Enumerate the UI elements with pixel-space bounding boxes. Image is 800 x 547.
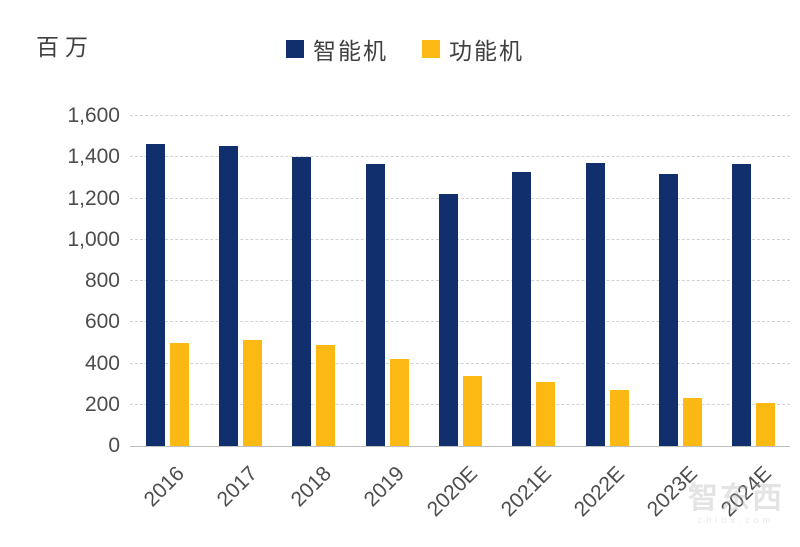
legend-item-智能机: 智能机	[286, 32, 388, 66]
bar-功能机-2016	[169, 342, 189, 446]
bar-group-2019	[350, 116, 423, 446]
y-tick-800: 800	[84, 269, 120, 292]
y-tick-1,600: 1,600	[67, 104, 120, 127]
bar-功能机-2017	[242, 339, 262, 446]
bar-智能机-2017	[218, 145, 238, 446]
gridline-1000	[130, 238, 790, 240]
bar-智能机-2024E	[732, 164, 752, 446]
plot-area	[130, 115, 790, 447]
y-tick-1,000: 1,000	[67, 227, 120, 251]
x-tick-2022E: 2022E	[569, 462, 629, 522]
legend-label: 功能机	[449, 38, 524, 64]
bar-group-2024E	[717, 116, 790, 446]
gridline-400	[130, 362, 790, 364]
bar-功能机-2020E	[462, 375, 482, 446]
y-axis-unit-label: 百万	[36, 34, 94, 60]
bar-group-2017	[203, 116, 276, 446]
legend-label: 智能机	[313, 38, 388, 64]
x-tick-2017: 2017	[212, 462, 263, 512]
bar-group-2018	[277, 116, 350, 446]
chart-legend: 智能机 功能机	[0, 32, 800, 66]
gridline-200	[130, 403, 790, 405]
y-tick-1,200: 1,200	[67, 186, 120, 210]
x-tick-2016: 2016	[139, 462, 189, 512]
gridline-1400	[130, 156, 790, 158]
legend-swatch-icon	[286, 40, 304, 58]
bar-智能机-2022E	[585, 163, 605, 446]
bar-智能机-2020E	[438, 194, 458, 446]
legend-item-功能机: 功能机	[422, 32, 524, 66]
gridline-1600	[130, 115, 790, 116]
bar-group-2020E	[423, 116, 496, 446]
bar-智能机-2018	[292, 157, 312, 446]
bar-功能机-2021E	[536, 382, 556, 446]
y-tick-600: 600	[84, 310, 120, 334]
x-tick-2019: 2019	[359, 462, 409, 512]
bar-group-2021E	[497, 116, 570, 446]
legend-swatch-icon	[422, 40, 440, 58]
x-tick-2020E: 2020E	[423, 462, 483, 522]
bar-智能机-2019	[365, 164, 385, 446]
bar-group-2023E	[643, 116, 716, 446]
y-tick-1,400: 1,400	[67, 145, 120, 169]
gridline-800	[130, 280, 790, 281]
bar-智能机-2021E	[512, 171, 532, 446]
y-tick-200: 200	[84, 392, 120, 416]
bar-功能机-2022E	[609, 390, 629, 446]
bar-group-2016	[130, 116, 203, 446]
bar-功能机-2018	[316, 344, 336, 446]
x-tick-2018: 2018	[286, 462, 336, 512]
bar-智能机-2023E	[658, 173, 678, 446]
gridline-1200	[130, 197, 790, 199]
gridline-600	[130, 321, 790, 323]
x-tick-2023E: 2023E	[643, 462, 703, 522]
bar-智能机-2016	[145, 143, 165, 446]
y-tick-400: 400	[84, 351, 120, 375]
x-tick-2024E: 2024E	[716, 462, 776, 522]
x-tick-2021E: 2021E	[496, 462, 556, 522]
bar-功能机-2024E	[756, 402, 776, 446]
bar-group-2022E	[570, 116, 643, 446]
y-tick-0: 0	[108, 434, 120, 457]
bar-功能机-2023E	[682, 397, 702, 446]
bar-功能机-2019	[389, 359, 409, 446]
